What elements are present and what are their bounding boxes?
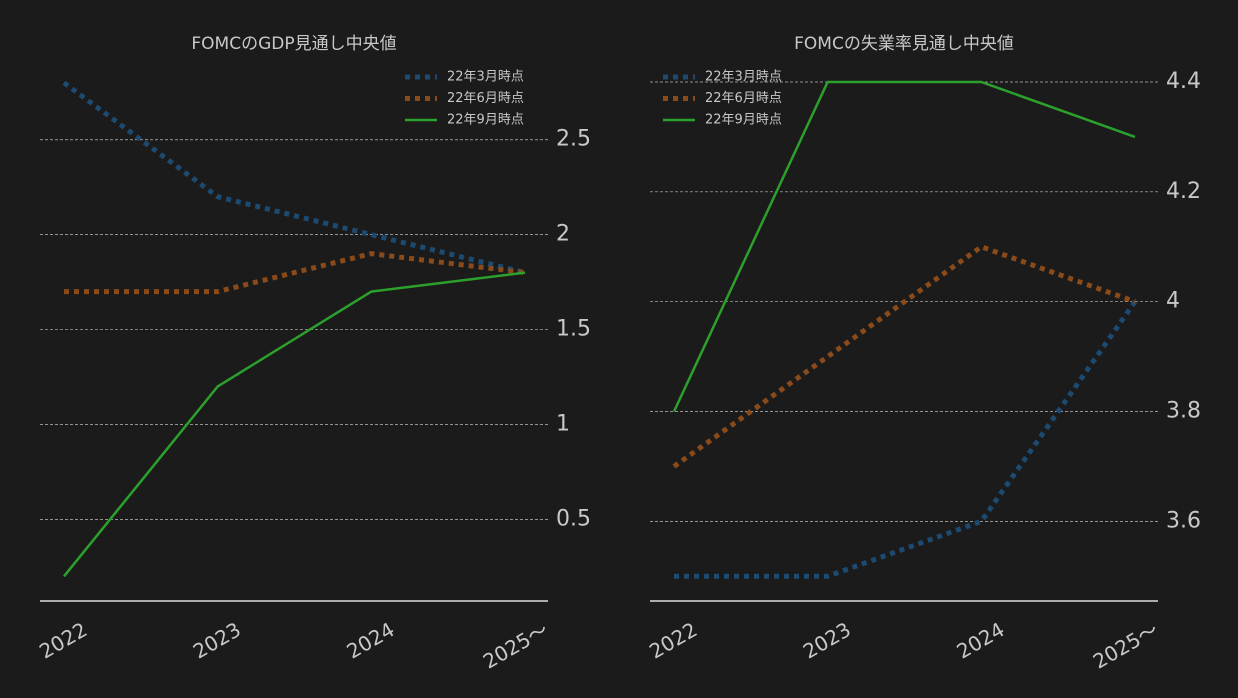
x-tick-label: 2024 [342, 617, 398, 663]
y-tick-label: 3.6 [1166, 508, 1201, 533]
y-tick-label: 2.5 [556, 127, 591, 152]
y-tick-label: 1 [556, 411, 570, 436]
x-tick-label: 2022 [35, 617, 91, 663]
x-tick-label: 2025〜 [1089, 617, 1162, 673]
legend-label: 22年6月時点 [447, 91, 524, 106]
legend-label: 22年9月時点 [447, 113, 524, 128]
data-line [63, 271, 526, 578]
legend-label: 22年9月時点 [705, 113, 782, 128]
x-tick-label: 2024 [952, 617, 1008, 663]
legend-label: 22年3月時点 [705, 70, 782, 85]
data-line [62, 80, 526, 276]
y-tick-label: 3.8 [1166, 399, 1201, 424]
chart-title: FOMCの失業率見通し中央値 [794, 34, 1014, 54]
y-tick-label: 1.5 [556, 317, 591, 342]
legend-label: 22年6月時点 [705, 91, 782, 106]
y-tick-label: 2 [556, 222, 570, 247]
y-tick-label: 4 [1166, 289, 1180, 314]
x-tick-label: 2023 [189, 617, 245, 663]
legend-label: 22年3月時点 [447, 70, 524, 85]
y-tick-label: 4.4 [1166, 69, 1201, 94]
y-tick-label: 4.2 [1166, 179, 1201, 204]
x-tick-label: 2025〜 [479, 617, 552, 673]
x-tick-label: 2022 [645, 617, 701, 663]
data-line [674, 300, 1138, 579]
y-tick-label: 0.5 [556, 506, 591, 531]
chart-title: FOMCのGDP見通し中央値 [191, 34, 396, 54]
data-line [672, 80, 1136, 413]
data-line [672, 243, 1136, 469]
x-tick-label: 2023 [799, 617, 855, 663]
data-line [64, 251, 526, 295]
